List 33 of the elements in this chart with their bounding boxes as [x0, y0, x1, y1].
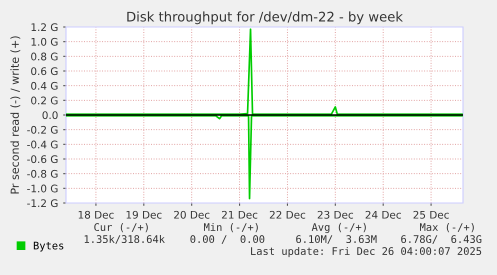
- text: 6.10M/ 3.63M: [296, 235, 377, 244]
- y-tick-label: 0.4 G: [31, 82, 58, 90]
- text: 1.35k/318.64k: [84, 234, 165, 244]
- y-tick-label: 1.2 G: [32, 23, 58, 32]
- y-tick-label: -0.2 G: [27, 126, 58, 134]
- text: 6.78G/ 6.43G: [401, 235, 482, 244]
- legend-label: Bytes: [34, 242, 64, 252]
- y-tick-label: 0.8 G: [31, 52, 58, 60]
- y-tick-label: 0.2 G: [31, 96, 58, 104]
- x-tick-label: 21 Dec: [222, 210, 258, 219]
- y-tick-label: -0.6 G: [27, 155, 58, 164]
- x-tick-label: 25 Dec: [413, 210, 449, 219]
- chart-title: Disk throughput for /dev/dm-22 - by week: [127, 11, 403, 24]
- y-tick-label: -0.8 G: [27, 170, 58, 178]
- text: 0.00 / 0.00: [190, 235, 264, 244]
- x-tick-label: 23 Dec: [318, 210, 354, 219]
- text: Last update: Fri Dec 26 04:00:07 2025: [251, 246, 482, 258]
- y-tick-label: 0.0: [42, 111, 58, 120]
- x-tick-label: 24 Dec: [366, 210, 401, 219]
- x-tick-label: 22 Dec: [270, 210, 306, 219]
- y-tick-label: 0.6 G: [31, 67, 58, 76]
- y-axis-title: Pr second read (-) / write (+): [10, 36, 20, 194]
- y-tick-label: -0.4 G: [27, 140, 58, 148]
- y-tick-label: 1.0 G: [32, 38, 58, 46]
- text: Min (-/+): [204, 222, 258, 232]
- text: Avg (-/+): [312, 222, 366, 234]
- text: Cur (-/+): [94, 223, 148, 232]
- text: Max (-/+): [420, 223, 474, 232]
- y-tick-label: -1.0 G: [27, 184, 58, 192]
- y-tick-label: -1.2 G: [27, 199, 58, 208]
- x-tick-label: 18 Dec: [78, 210, 114, 219]
- x-tick-label: 20 Dec: [174, 210, 210, 219]
- x-tick-label: 19 Dec: [126, 210, 162, 219]
